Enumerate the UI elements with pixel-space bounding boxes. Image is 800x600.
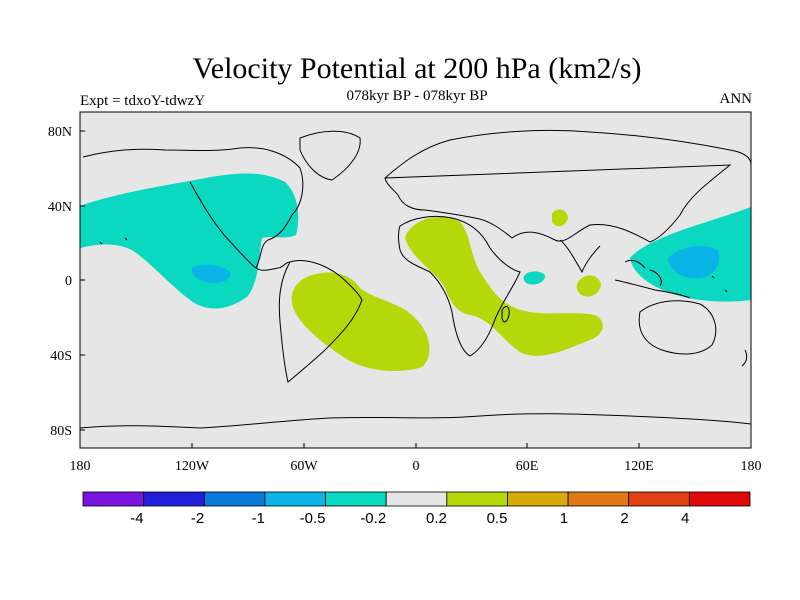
colorbar-label: -0.2 bbox=[360, 510, 386, 527]
colorbar-swatch bbox=[325, 491, 387, 507]
colorbar: -4 -2 -1 -0.5 -0.2 0.2 0.5 1 2 4 bbox=[82, 491, 751, 527]
x-tick-labels: 180 120W 60W 0 60E 120E 180 bbox=[70, 459, 762, 474]
x-tick-label: 180 bbox=[70, 459, 91, 474]
north-indian-positive-spot bbox=[552, 209, 568, 227]
colorbar-swatch bbox=[446, 491, 508, 507]
africa-coastline bbox=[398, 215, 521, 357]
x-tick-label: 120E bbox=[624, 459, 654, 474]
colorbar-label: -4 bbox=[130, 510, 143, 527]
colorbar-label: -1 bbox=[252, 510, 265, 527]
greenland-coastline bbox=[299, 130, 361, 181]
x-tick-label: 60W bbox=[290, 459, 318, 474]
antarctica-coastline bbox=[80, 413, 751, 429]
australia-coastline bbox=[638, 300, 717, 355]
colorbar-swatch bbox=[143, 491, 205, 507]
colorbar-swatch bbox=[567, 491, 630, 507]
colorbar-swatch bbox=[628, 491, 690, 507]
y-tick-label: 40N bbox=[48, 200, 72, 215]
x-tick-label: 0 bbox=[413, 459, 420, 474]
season-label: ANN bbox=[719, 91, 753, 107]
africa-indian-ocean-positive-region bbox=[405, 216, 603, 356]
colorbar-label: 4 bbox=[681, 510, 689, 527]
axis-ticks bbox=[79, 130, 752, 448]
y-tick-label: 40S bbox=[50, 349, 72, 364]
y-tick-labels: 80N 40N 0 40S 80S bbox=[48, 125, 72, 439]
maritime-continent-coastline bbox=[614, 259, 691, 299]
x-tick-label: 180 bbox=[741, 459, 762, 474]
colorbar-swatch bbox=[385, 491, 448, 507]
colorbar-label: -2 bbox=[191, 510, 204, 527]
x-tick-label: 60E bbox=[516, 459, 539, 474]
x-tick-label: 120W bbox=[175, 459, 210, 474]
west-pacific-negative-core bbox=[668, 245, 720, 279]
colorbar-swatch bbox=[264, 491, 326, 507]
colorbar-swatch bbox=[82, 491, 145, 507]
north-america-coastline bbox=[82, 147, 304, 271]
colorbar-swatch bbox=[688, 491, 751, 507]
colorbar-label: -0.5 bbox=[300, 510, 326, 527]
madagascar-coastline bbox=[501, 306, 510, 323]
arabian-sea-negative-spot bbox=[523, 271, 546, 285]
y-tick-label: 80S bbox=[50, 424, 72, 439]
colorbar-swatch bbox=[203, 491, 266, 507]
colorbar-label: 0.2 bbox=[426, 510, 447, 527]
y-tick-label: 80N bbox=[48, 125, 72, 140]
bay-of-bengal-positive-spot bbox=[576, 275, 601, 297]
y-tick-label: 0 bbox=[65, 274, 72, 289]
colorbar-swatch bbox=[507, 491, 569, 507]
south-america-coastline bbox=[278, 260, 363, 383]
pacific-negative-core bbox=[191, 264, 231, 283]
pacific-negative-region-east bbox=[80, 173, 299, 309]
colorbar-label: 2 bbox=[620, 510, 628, 527]
south-america-positive-region bbox=[291, 272, 430, 372]
indian-subcontinent-coastline bbox=[559, 239, 601, 274]
experiment-label: Expt = tdxoY-tdwzY bbox=[80, 93, 206, 109]
eurasia-coastline bbox=[384, 129, 751, 243]
chart-title: Velocity Potential at 200 hPa (km2/s) bbox=[192, 52, 642, 85]
colorbar-label: 1 bbox=[560, 510, 568, 527]
pacific-islands-coastline bbox=[99, 237, 728, 293]
new-zealand-coastline bbox=[741, 349, 748, 367]
coastline-layer bbox=[80, 129, 751, 429]
chart-subtitle: 078kyr BP - 078kyr BP bbox=[346, 88, 488, 104]
colorbar-label: 0.5 bbox=[487, 510, 508, 527]
